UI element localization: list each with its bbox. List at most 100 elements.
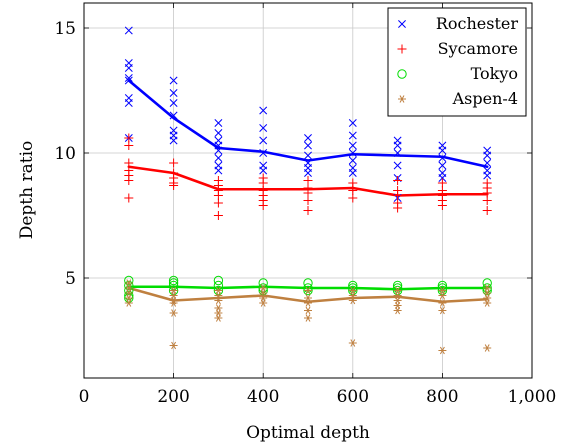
- rochester-point: [259, 136, 268, 145]
- y-tick-label: 5: [65, 269, 76, 289]
- rochester-legend-label: Rochester: [436, 14, 519, 33]
- rochester-point: [348, 169, 357, 177]
- sycamore-point: [393, 203, 403, 213]
- rochester-point: [348, 141, 357, 150]
- aspen-4-mean-line: [127, 286, 489, 304]
- tokyo-point: [303, 283, 313, 293]
- rochester-point: [393, 161, 402, 170]
- rochester-point: [214, 129, 223, 137]
- rochester-point: [169, 136, 178, 145]
- legend: Rochester Sycamore Tokyo Aspen-4: [387, 7, 527, 117]
- rochester-point: [259, 149, 268, 157]
- rochester-point: [214, 119, 223, 127]
- aspen-4-point: [214, 314, 223, 322]
- rochester-point: [393, 149, 402, 157]
- rochester-point: [259, 106, 268, 115]
- sycamore-point: [169, 181, 179, 190]
- rochester-legend-marker: [398, 20, 406, 28]
- sycamore-point: [169, 158, 179, 168]
- tokyo-point: [124, 285, 134, 296]
- aspen-4-point: [169, 309, 178, 317]
- aspen-4-point: [214, 304, 223, 312]
- aspen-4-point: [348, 296, 357, 305]
- rochester-point: [169, 89, 178, 97]
- aspen-4-point: [124, 279, 133, 287]
- tokyo-point: [213, 275, 224, 286]
- sycamore-legend-label: Sycamore: [438, 39, 518, 58]
- sycamore-point: [348, 193, 358, 203]
- sycamore-point: [258, 201, 268, 210]
- rochester-point: [214, 154, 223, 162]
- tokyo-mean-line: [127, 285, 489, 291]
- sycamore-legend-marker: [397, 44, 407, 54]
- rochester-point: [483, 171, 492, 180]
- tokyo-point: [124, 290, 134, 301]
- rochester-point: [169, 111, 178, 120]
- rochester-point: [124, 26, 133, 35]
- aspen-4-point: [304, 306, 312, 315]
- sycamore-point: [482, 196, 492, 205]
- rochester-point: [438, 174, 447, 182]
- rochester-point: [483, 151, 492, 160]
- aspen-4-point: [304, 286, 312, 295]
- aspen-4-legend-label: Aspen-4: [452, 89, 518, 108]
- legend-box: [387, 7, 527, 117]
- x-tick-label: 0: [79, 387, 90, 407]
- aspen-4-point: [438, 299, 447, 307]
- rochester-point: [124, 76, 133, 85]
- aspen-4-point: [438, 346, 447, 355]
- tokyo-point: [392, 283, 403, 293]
- rochester-point: [393, 141, 402, 150]
- aspen-4-point: [169, 299, 178, 307]
- sycamore-point: [124, 193, 134, 203]
- sycamore-point: [303, 206, 313, 215]
- rochester-point: [259, 166, 268, 175]
- rochester-point: [483, 159, 492, 167]
- aspen-4-point: [393, 301, 402, 310]
- tokyo-legend-marker: [397, 69, 407, 79]
- y-axis-title: Depth ratio: [17, 141, 37, 240]
- plot-frame: [83, 2, 533, 379]
- sycamore-point: [482, 206, 492, 215]
- axis-ticks: 0 200 400 600 800 1,000 5 10 15: [54, 3, 556, 407]
- aspen-4-point: [438, 306, 447, 315]
- rochester-point: [259, 124, 268, 132]
- aspen-4-point: [438, 291, 447, 300]
- sycamore-point: [437, 201, 447, 210]
- tokyo-point: [258, 285, 268, 296]
- sycamore-point: [213, 198, 223, 208]
- tokyo-point: [124, 280, 134, 291]
- rochester-point: [348, 119, 357, 127]
- sycamore-point: [393, 176, 403, 185]
- tokyo-point: [348, 283, 358, 293]
- rochester-mean-line: [127, 79, 489, 169]
- tokyo-point: [303, 285, 313, 296]
- x-tick-label: 1,000: [508, 387, 557, 407]
- rochester-point: [214, 166, 223, 175]
- sycamore-point: [213, 211, 223, 220]
- mean-lines: [127, 79, 489, 304]
- aspen-4-point: [214, 309, 223, 317]
- rochester-point: [304, 151, 312, 160]
- rochester-point: [438, 161, 447, 170]
- aspen-4-point: [483, 299, 492, 307]
- tokyo-point: [482, 285, 492, 296]
- rochester-point: [304, 141, 312, 150]
- rochester-point: [169, 99, 178, 107]
- rochester-point: [124, 99, 133, 107]
- rochester-point: [304, 134, 312, 142]
- x-axis-title: Optimal depth: [246, 423, 370, 443]
- aspen-4-point: [304, 314, 312, 322]
- aspen-4-legend-marker: [398, 95, 406, 103]
- rochester-point: [348, 156, 357, 165]
- x-tick-label: 400: [247, 387, 279, 407]
- aspen-4-point: [348, 339, 357, 347]
- tokyo-point: [124, 275, 134, 286]
- aspen-4-point: [393, 306, 402, 315]
- aspen-4-point: [124, 299, 133, 307]
- x-tick-label: 600: [337, 387, 369, 407]
- rochester-point: [304, 169, 312, 177]
- y-tick-label: 15: [54, 19, 76, 39]
- rochester-point: [169, 76, 178, 85]
- aspen-4-point: [214, 296, 223, 305]
